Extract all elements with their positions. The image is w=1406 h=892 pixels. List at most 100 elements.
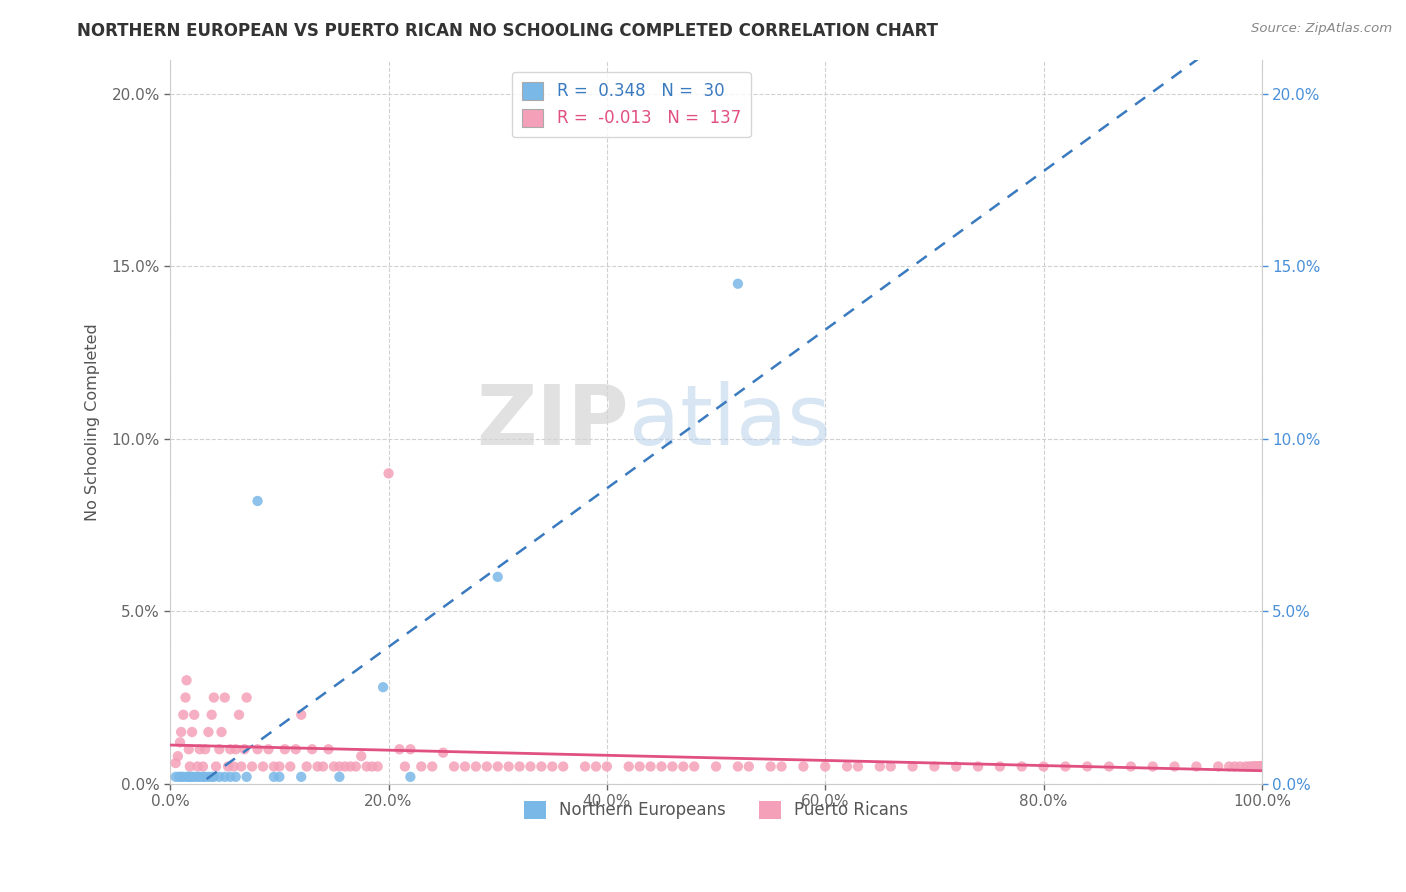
Point: [181, 770, 204, 784]
Point: [328, 770, 350, 784]
Point: [1250, 759, 1272, 773]
Point: [295, 759, 318, 773]
Point: [399, 742, 422, 756]
Point: [1098, 759, 1121, 773]
Point: [301, 742, 323, 756]
Point: [924, 759, 946, 773]
Text: NORTHERN EUROPEAN VS PUERTO RICAN NO SCHOOLING COMPLETED CORRELATION CHART: NORTHERN EUROPEAN VS PUERTO RICAN NO SCH…: [77, 22, 938, 40]
Point: [231, 759, 253, 773]
Point: [1249, 759, 1271, 773]
Point: [201, 707, 224, 722]
Point: [1240, 759, 1263, 773]
Point: [541, 759, 564, 773]
Point: [246, 742, 269, 756]
Point: [411, 759, 433, 773]
Point: [263, 770, 285, 784]
Point: [278, 759, 301, 773]
Point: [361, 759, 384, 773]
Point: [194, 770, 217, 784]
Point: [176, 770, 198, 784]
Point: [650, 759, 672, 773]
Point: [214, 770, 236, 784]
Point: [640, 759, 662, 773]
Point: [1243, 759, 1265, 773]
Point: [1250, 759, 1272, 773]
Point: [617, 759, 640, 773]
Point: [1244, 759, 1267, 773]
Point: [172, 707, 194, 722]
Point: [263, 759, 285, 773]
Point: [661, 759, 683, 773]
Point: [1250, 759, 1272, 773]
Point: [1163, 759, 1185, 773]
Point: [945, 759, 967, 773]
Point: [553, 759, 575, 773]
Point: [170, 770, 193, 784]
Point: [233, 742, 256, 756]
Point: [628, 759, 651, 773]
Point: [1223, 759, 1246, 773]
Point: [1032, 759, 1054, 773]
Point: [165, 756, 187, 770]
Point: [323, 759, 346, 773]
Point: [377, 467, 399, 481]
Point: [1206, 759, 1229, 773]
Point: [328, 759, 350, 773]
Point: [432, 746, 454, 760]
Point: [194, 742, 217, 756]
Point: [792, 759, 814, 773]
Point: [177, 742, 200, 756]
Point: [219, 742, 242, 756]
Point: [225, 770, 247, 784]
Point: [988, 759, 1011, 773]
Text: ZIP: ZIP: [477, 381, 628, 462]
Point: [202, 770, 225, 784]
Point: [371, 680, 394, 694]
Point: [901, 759, 924, 773]
Point: [1250, 759, 1272, 773]
Point: [235, 770, 257, 784]
Point: [225, 742, 247, 756]
Point: [486, 759, 509, 773]
Point: [443, 759, 465, 773]
Point: [179, 770, 201, 784]
Point: [219, 770, 242, 784]
Point: [1246, 759, 1268, 773]
Point: [246, 494, 269, 508]
Point: [1250, 759, 1272, 773]
Point: [191, 759, 214, 773]
Point: [738, 759, 761, 773]
Point: [1142, 759, 1164, 773]
Point: [318, 742, 340, 756]
Point: [596, 759, 619, 773]
Point: [269, 759, 291, 773]
Text: atlas: atlas: [628, 381, 831, 462]
Point: [727, 759, 749, 773]
Point: [307, 759, 329, 773]
Point: [399, 770, 422, 784]
Point: [475, 759, 498, 773]
Point: [967, 759, 990, 773]
Point: [240, 759, 263, 773]
Point: [869, 759, 891, 773]
Point: [166, 749, 188, 764]
Point: [672, 759, 695, 773]
Point: [205, 759, 228, 773]
Point: [519, 759, 541, 773]
Point: [183, 770, 205, 784]
Point: [333, 759, 356, 773]
Point: [177, 770, 200, 784]
Point: [367, 759, 389, 773]
Point: [257, 742, 280, 756]
Point: [683, 759, 706, 773]
Point: [174, 690, 197, 705]
Point: [394, 759, 416, 773]
Point: [181, 725, 204, 739]
Point: [202, 690, 225, 705]
Point: [290, 770, 312, 784]
Point: [222, 759, 245, 773]
Y-axis label: No Schooling Completed: No Schooling Completed: [86, 323, 100, 521]
Point: [388, 742, 411, 756]
Point: [846, 759, 869, 773]
Point: [188, 770, 211, 784]
